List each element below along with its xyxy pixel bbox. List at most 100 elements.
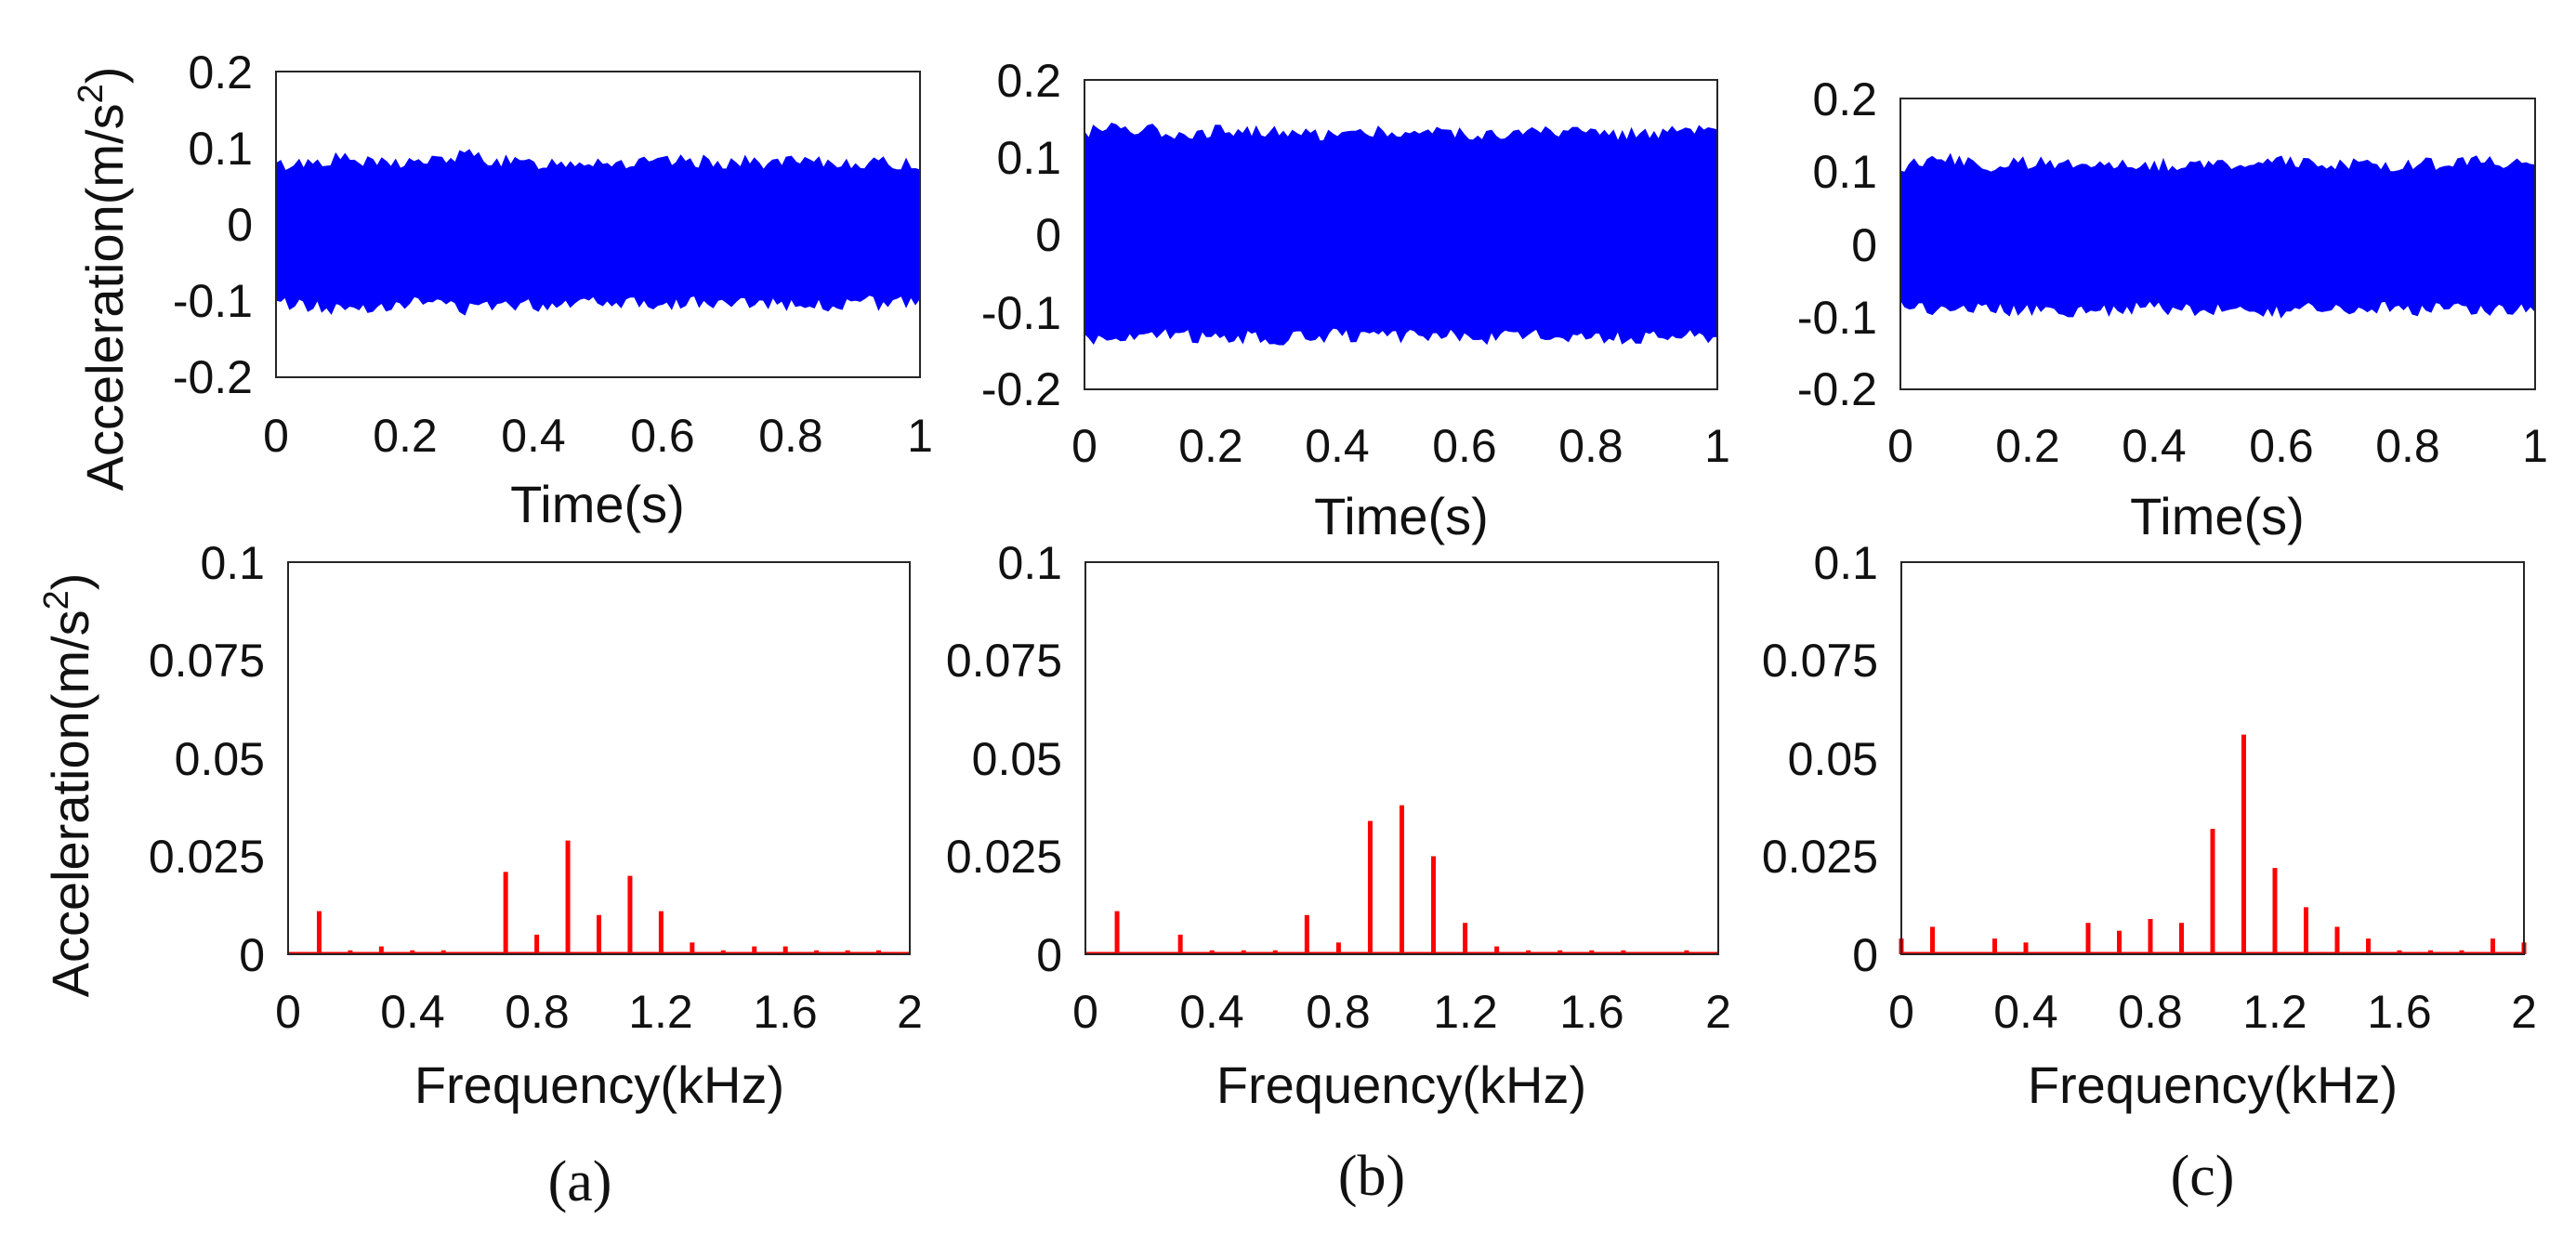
signal-band <box>275 149 921 316</box>
y-axis-label-freq: Acceleration(m/s2) <box>37 573 99 998</box>
x-tick-label: 0.8 <box>2118 986 2183 1038</box>
panel-b-freq-yticks: 0.1 0.075 0.05 0.025 0 <box>946 537 1062 981</box>
panel-c-time: 0.2 0.1 0 -0.1 -0.2 0 0.2 0.4 0.6 0.8 1 … <box>1797 73 2548 545</box>
y-tick-label: 0.1 <box>997 537 1062 589</box>
y-tick-label: 0.025 <box>946 831 1062 883</box>
panel-a-time-axes-box <box>275 71 921 378</box>
x-tick-label: 2 <box>897 986 923 1038</box>
panel-b-time-axes-box <box>1084 79 1718 390</box>
x-axis-label: Frequency(kHz) <box>414 1056 784 1114</box>
x-tick-label: 0 <box>1888 986 1914 1038</box>
x-tick-label: 0.4 <box>380 986 445 1038</box>
panel-b-freq-plot <box>1085 805 1718 955</box>
y-label-suffix: ) <box>75 67 134 85</box>
y-tick-label: 0 <box>239 929 265 981</box>
x-tick-label: 1.2 <box>1433 986 1498 1038</box>
caption-c: (c) <box>2171 1145 2235 1208</box>
y-tick-label: 0.025 <box>149 831 265 883</box>
x-axis-label: Time(s) <box>510 475 685 533</box>
y-tick-label: 0 <box>1036 929 1062 981</box>
panel-b-freq-axes-box <box>1084 561 1719 955</box>
panel-b-time-xticks: 0 0.2 0.4 0.6 0.8 1 <box>1071 420 1730 472</box>
x-tick-label: 1.6 <box>1559 986 1624 1038</box>
y-label-suffix: ) <box>41 573 99 591</box>
signal-band <box>1899 152 2536 319</box>
x-tick-label: 0.4 <box>2122 420 2187 472</box>
x-tick-label: 0.4 <box>1179 986 1244 1038</box>
panel-c-time-xticks: 0 0.2 0.4 0.6 0.8 1 <box>1887 420 2548 472</box>
y-tick-label: 0.05 <box>1788 733 1878 785</box>
panel-a-time-xticks: 0 0.2 0.4 0.6 0.8 1 <box>263 410 933 462</box>
y-tick-label: 0.1 <box>200 537 265 589</box>
x-tick-label: 1.2 <box>2242 986 2307 1038</box>
y-tick-label: 0.075 <box>1762 635 1878 687</box>
panel-c-time-axes-box <box>1899 98 2536 390</box>
x-tick-label: 2 <box>2511 986 2537 1038</box>
x-tick-label: 0.8 <box>2375 420 2440 472</box>
x-tick-label: 0.4 <box>501 410 566 462</box>
y-tick-label: 0.1 <box>996 132 1061 184</box>
panel-c-freq-axes-box <box>1900 561 2525 955</box>
y-tick-label: -0.2 <box>981 363 1061 415</box>
x-tick-label: 0.4 <box>1993 986 2058 1038</box>
y-tick-label: 0.05 <box>175 733 265 785</box>
x-tick-label: 0.6 <box>1432 420 1497 472</box>
x-tick-label: 1.6 <box>2367 986 2432 1038</box>
x-tick-label: 0.6 <box>630 410 695 462</box>
y-tick-label: 0.2 <box>188 46 253 98</box>
x-tick-label: 1 <box>1704 420 1730 472</box>
y-tick-label: 0.2 <box>1812 73 1877 125</box>
x-tick-label: 0 <box>1887 420 1913 472</box>
x-tick-label: 2 <box>1705 986 1731 1038</box>
panel-a-freq: 0.1 0.075 0.05 0.025 0 0 0.4 0.8 1.2 1.6… <box>149 537 923 1114</box>
y-axis-label-time: Acceleration(m/s2) <box>72 67 134 492</box>
y-tick-label: 0.1 <box>1813 537 1878 589</box>
x-tick-label: 1 <box>907 410 933 462</box>
panel-c-freq-xticks: 0 0.4 0.8 1.2 1.6 2 <box>1888 986 2537 1038</box>
y-tick-label: 0.025 <box>1762 831 1878 883</box>
x-tick-label: 0 <box>1071 420 1097 472</box>
x-tick-label: 1.6 <box>753 986 818 1038</box>
panel-c-time-plot <box>1899 152 2536 319</box>
panel-c-freq-yticks: 0.1 0.075 0.05 0.025 0 <box>1762 537 1878 981</box>
caption-b: (b) <box>1338 1145 1405 1208</box>
x-tick-label: 0.2 <box>1178 420 1243 472</box>
y-tick-label: 0.075 <box>946 635 1062 687</box>
x-tick-label: 0.2 <box>1995 420 2060 472</box>
panel-a-freq-plot <box>288 840 910 955</box>
y-tick-label: 0.1 <box>1812 146 1877 198</box>
x-tick-label: 0.8 <box>1306 986 1371 1038</box>
panel-c-time-yticks: 0.2 0.1 0 -0.1 -0.2 <box>1797 73 1877 415</box>
y-label-superscript: 2 <box>72 84 111 103</box>
x-tick-label: 0 <box>275 986 301 1038</box>
panel-a-freq-yticks: 0.1 0.075 0.05 0.025 0 <box>149 537 265 981</box>
y-tick-label: 0.075 <box>149 635 265 687</box>
x-tick-label: 0.8 <box>505 986 570 1038</box>
panel-c-freq: 0.1 0.075 0.05 0.025 0 0 0.4 0.8 1.2 1.6… <box>1762 537 2537 1114</box>
y-tick-label: 0 <box>227 199 253 251</box>
x-tick-label: 0.6 <box>2249 420 2314 472</box>
x-axis-label: Frequency(kHz) <box>1216 1056 1586 1114</box>
y-label-superscript: 2 <box>37 590 76 610</box>
y-tick-label: -0.2 <box>173 351 253 403</box>
x-tick-label: 1.2 <box>628 986 693 1038</box>
y-tick-label: -0.1 <box>173 275 253 327</box>
panel-b-freq-xticks: 0 0.4 0.8 1.2 1.6 2 <box>1072 986 1731 1038</box>
x-axis-label: Time(s) <box>2130 487 2305 545</box>
x-tick-label: 0 <box>1072 986 1098 1038</box>
y-tick-label: -0.1 <box>1797 292 1877 344</box>
y-tick-label: -0.2 <box>1797 363 1877 415</box>
panel-b-time-plot <box>1084 123 1718 346</box>
y-tick-label: 0 <box>1852 929 1878 981</box>
y-tick-label: -0.1 <box>981 287 1061 339</box>
y-label-prefix: Acceleration(m/s <box>41 610 99 997</box>
panel-a-freq-xticks: 0 0.4 0.8 1.2 1.6 2 <box>275 986 923 1038</box>
y-tick-label: 0.1 <box>188 123 253 175</box>
x-tick-label: 1 <box>2522 420 2548 472</box>
x-axis-label: Frequency(kHz) <box>2028 1056 2398 1114</box>
y-tick-label: 0.05 <box>972 733 1062 785</box>
panel-b-freq: 0.1 0.075 0.05 0.025 0 0 0.4 0.8 1.2 1.6… <box>946 537 1731 1114</box>
y-label-prefix: Acceleration(m/s <box>75 103 134 491</box>
panel-a-time: 0.2 0.1 0 -0.1 -0.2 0 0.2 0.4 0.6 0.8 1 … <box>173 46 933 533</box>
